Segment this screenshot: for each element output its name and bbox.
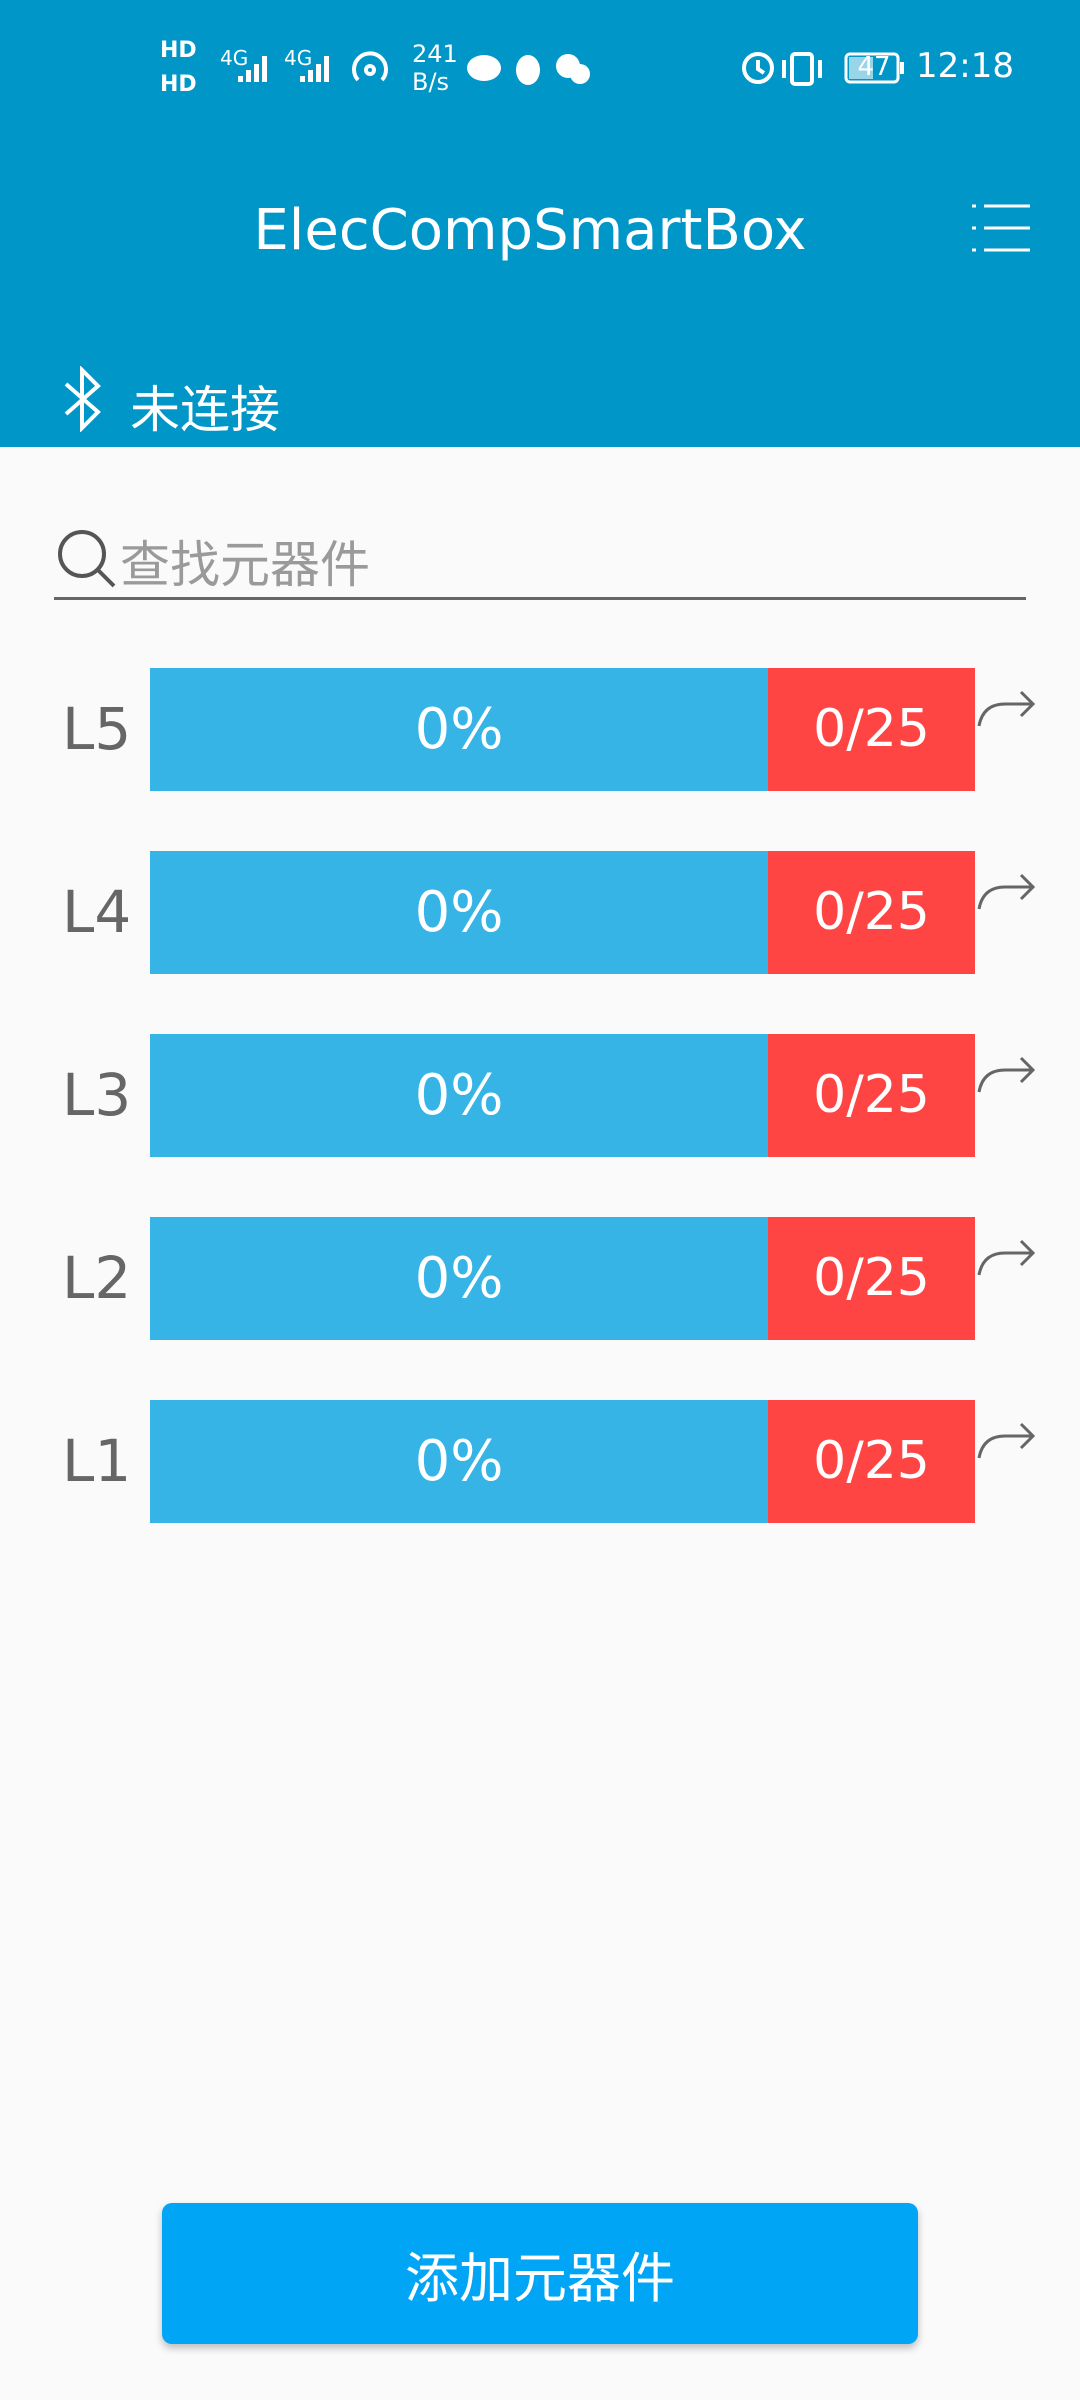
share-arrow[interactable] bbox=[975, 1400, 1039, 1523]
net-speed-unit: B/s bbox=[412, 68, 450, 96]
clock: 12:18 bbox=[916, 46, 1014, 86]
count-bar[interactable]: 0/25 bbox=[768, 1034, 975, 1157]
battery-level: 47 bbox=[857, 52, 891, 82]
percent-bar[interactable]: 0% bbox=[150, 1400, 768, 1523]
hd-indicator: HD bbox=[160, 72, 197, 97]
arrow-icon bbox=[977, 873, 1036, 910]
count-bar[interactable]: 0/25 bbox=[768, 851, 975, 974]
count-bar[interactable]: 0/25 bbox=[768, 1400, 975, 1523]
search-input[interactable]: 查找元器件 bbox=[120, 536, 370, 594]
bluetooth-icon bbox=[64, 366, 101, 432]
network-type: 4G bbox=[284, 46, 313, 70]
count-bar[interactable]: 0/25 bbox=[768, 1217, 975, 1340]
hotspot-icon bbox=[352, 51, 388, 82]
network-type: 4G bbox=[220, 46, 249, 70]
hd-indicator: HD bbox=[160, 38, 197, 63]
row-label: L5 bbox=[62, 695, 132, 763]
percent-bar[interactable]: 0% bbox=[150, 1217, 768, 1340]
app-notification-icons bbox=[467, 54, 590, 85]
arrow-icon bbox=[977, 1422, 1036, 1459]
count-bar[interactable]: 0/25 bbox=[768, 668, 975, 791]
app-title: ElecCompSmartBox bbox=[253, 198, 807, 263]
share-arrow[interactable] bbox=[975, 851, 1039, 974]
battery-icon bbox=[844, 52, 904, 84]
arrow-icon bbox=[977, 690, 1036, 727]
share-arrow[interactable] bbox=[975, 1034, 1039, 1157]
row-label: L2 bbox=[62, 1244, 132, 1312]
alarm-vibrate-icons bbox=[742, 52, 822, 86]
row-label: L4 bbox=[62, 878, 132, 946]
percent-bar[interactable]: 0% bbox=[150, 1034, 768, 1157]
arrow-icon bbox=[977, 1239, 1036, 1276]
percent-bar[interactable]: 0% bbox=[150, 851, 768, 974]
signal-icons bbox=[238, 56, 329, 82]
row-label: L1 bbox=[62, 1427, 132, 1495]
row-label: L3 bbox=[62, 1061, 132, 1129]
add-button[interactable]: 添加元器件 bbox=[162, 2203, 918, 2344]
percent-bar[interactable]: 0% bbox=[150, 668, 768, 791]
header: HD HD 4G 4G 241 B/s 47 12:18 ElecCompSma… bbox=[0, 0, 1080, 447]
share-arrow[interactable] bbox=[975, 1217, 1039, 1340]
search-icon bbox=[58, 530, 116, 588]
menu-button[interactable] bbox=[970, 200, 1032, 256]
connection-status: 未连接 bbox=[130, 381, 280, 439]
search-underline bbox=[54, 597, 1026, 600]
arrow-icon bbox=[977, 1056, 1036, 1093]
share-arrow[interactable] bbox=[975, 668, 1039, 791]
net-speed: 241 bbox=[412, 40, 458, 68]
